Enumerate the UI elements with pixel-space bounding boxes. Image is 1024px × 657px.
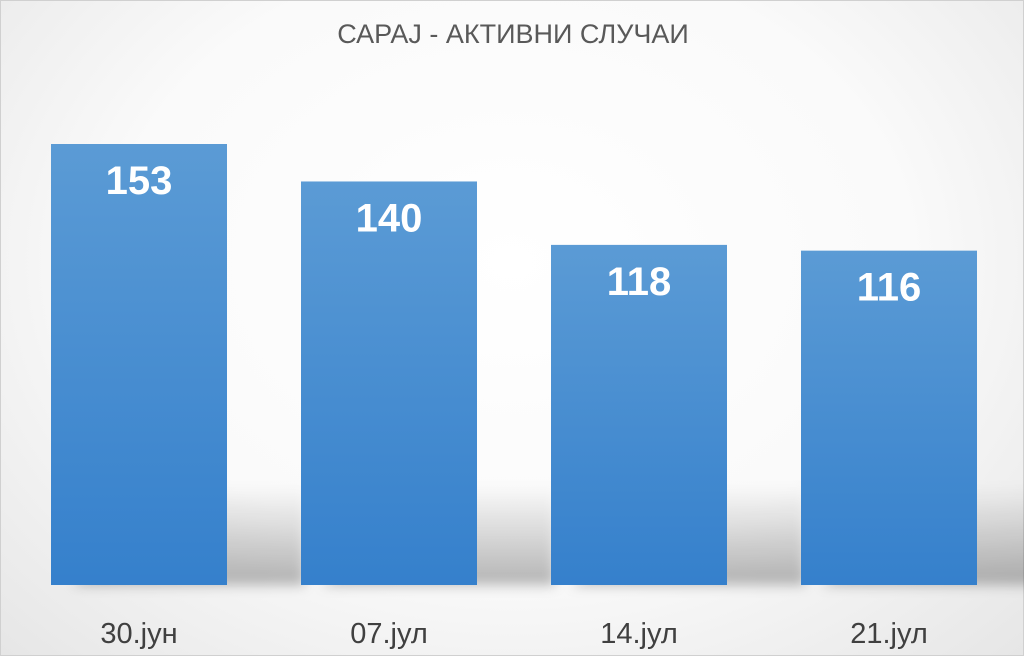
bar-value-label: 140 (356, 196, 423, 240)
bar (801, 250, 977, 585)
bar (51, 144, 227, 585)
x-axis-tick-labels: 30.јун 07.јул 14.јул 21.јул (100, 618, 927, 650)
bar-value-label: 153 (106, 159, 173, 203)
bar-value-labels: 153 140 118 116 (106, 159, 922, 310)
bar (301, 181, 477, 585)
bars (51, 144, 977, 585)
x-tick-label: 07.јул (350, 618, 428, 650)
bar-value-label: 116 (857, 266, 922, 310)
bar (551, 244, 727, 585)
x-tick-label: 21.јул (850, 618, 928, 650)
x-tick-label: 14.јул (600, 618, 678, 650)
chart-title: САРАЈ - АКТИВНИ СЛУЧАИ (337, 19, 689, 49)
x-tick-label: 30.јун (100, 618, 177, 650)
bar-value-label: 118 (607, 260, 672, 304)
